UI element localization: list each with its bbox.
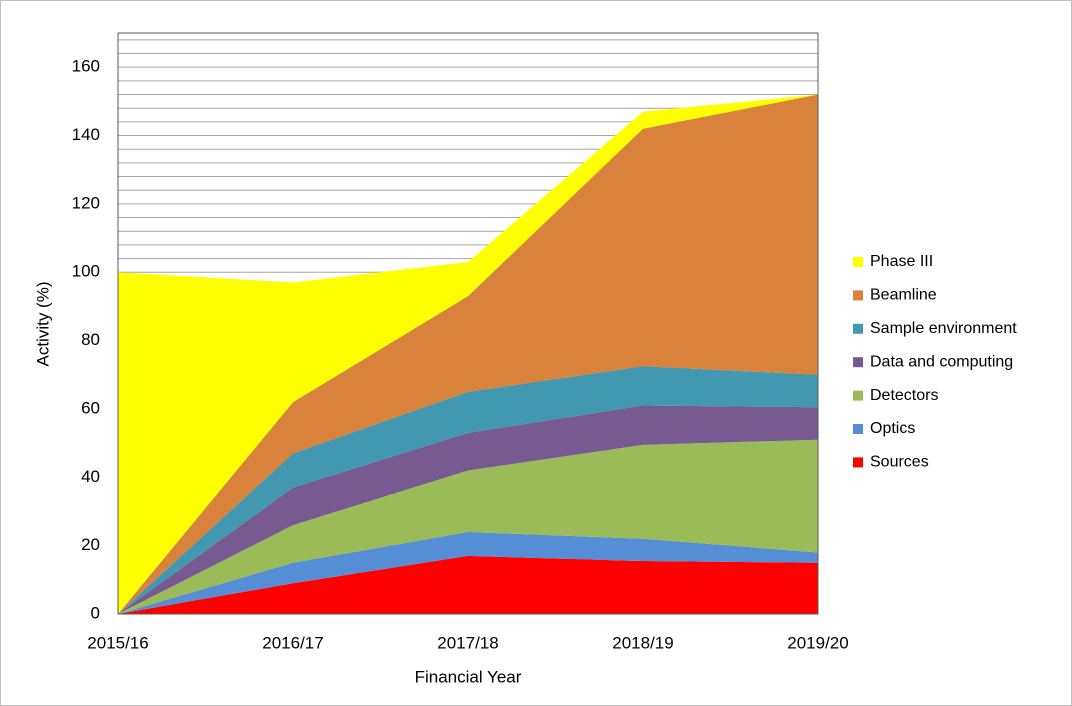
legend-swatch: [853, 457, 863, 468]
legend-swatch: [853, 290, 863, 301]
area: [118, 439, 818, 614]
legend-swatch: [853, 257, 863, 267]
legend-label: Detectors: [870, 387, 938, 404]
area: [118, 94, 818, 615]
legend-label: Sample environment: [870, 320, 1017, 337]
x-axis-label: Financial Year: [415, 667, 522, 686]
area: [118, 94, 818, 615]
y-tick-label: 100: [72, 262, 100, 281]
y-tick-label: 60: [81, 398, 100, 417]
area: [118, 366, 818, 614]
x-tick-label: 2019/20: [787, 633, 848, 652]
areas: [118, 94, 818, 615]
legend-label: Sources: [870, 454, 929, 471]
y-tick-label: 120: [72, 193, 100, 212]
legend-label: Data and computing: [870, 353, 1013, 370]
axes: 0 20 40 60 80 100 120 140 160 2015/16 2016/17 2017/…: [72, 32, 1017, 652]
legend-swatch: [853, 357, 863, 368]
legend-swatch: [853, 323, 863, 334]
x-tick-label: 2015/16: [87, 633, 148, 652]
legend-swatch: [853, 424, 863, 434]
y-axis-label: Activity (%): [33, 282, 52, 367]
legend-label: Phase III: [870, 253, 933, 270]
legend-swatch: [853, 390, 863, 401]
x-tick-label: 2016/17: [262, 633, 323, 652]
y-tick-label: 140: [72, 125, 100, 144]
area: [118, 555, 818, 614]
y-tick-label: 20: [81, 535, 100, 554]
x-tick-label: 2017/18: [437, 633, 498, 652]
area: [118, 405, 818, 614]
y-tick-label: 160: [72, 57, 100, 76]
plot-border: [117, 32, 819, 615]
y-tick-label: 80: [81, 330, 100, 349]
y-tick-label: 0: [91, 603, 100, 622]
legend-label: Beamline: [870, 287, 937, 304]
x-tick-label: 2018/19: [612, 633, 673, 652]
legend-label: Optics: [870, 420, 915, 437]
area: [118, 531, 818, 614]
y-tick-label: 40: [81, 467, 100, 486]
